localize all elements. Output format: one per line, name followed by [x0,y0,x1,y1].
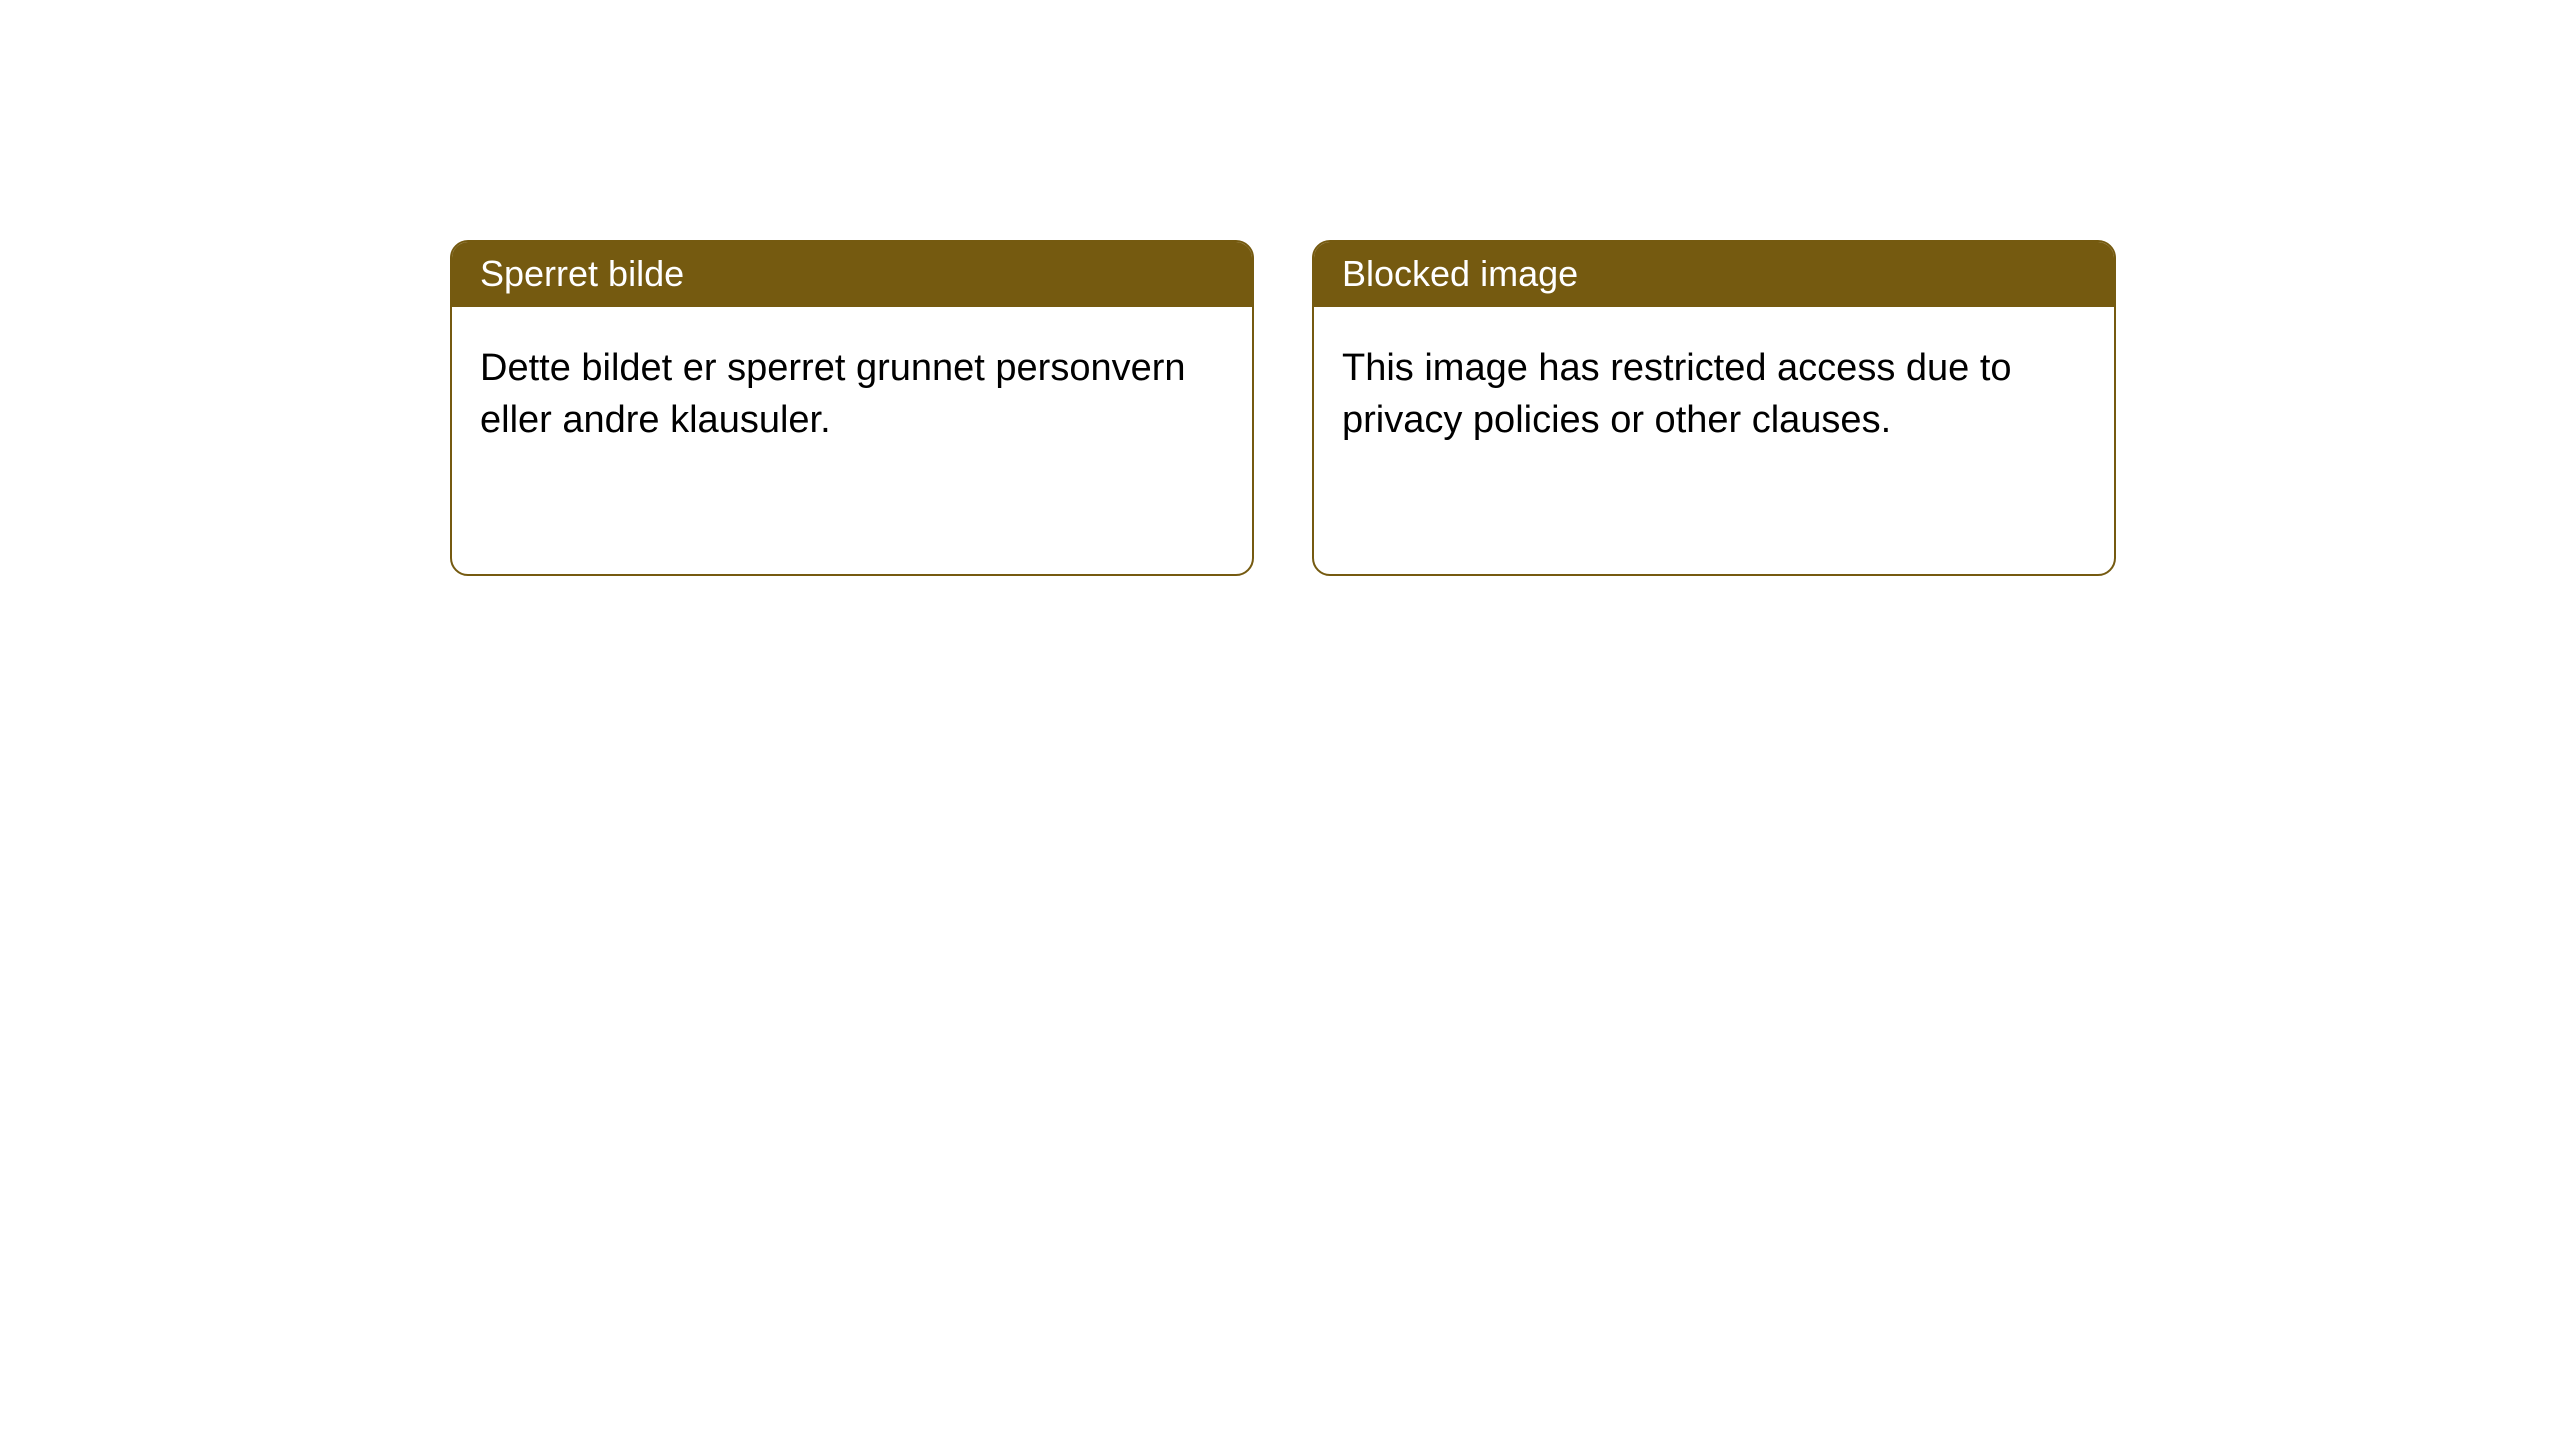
notice-card-no: Sperret bilde Dette bildet er sperret gr… [450,240,1254,576]
notice-container: Sperret bilde Dette bildet er sperret gr… [450,240,2116,576]
notice-card-en: Blocked image This image has restricted … [1312,240,2116,576]
notice-card-body: This image has restricted access due to … [1314,307,2114,474]
notice-card-body: Dette bildet er sperret grunnet personve… [452,307,1252,474]
notice-card-header: Sperret bilde [452,242,1252,307]
notice-card-header: Blocked image [1314,242,2114,307]
